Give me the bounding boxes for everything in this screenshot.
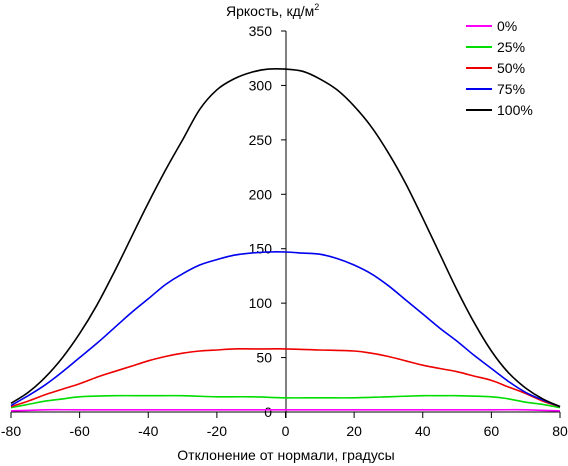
x-tick-label: 60 [484, 423, 500, 439]
legend-label-2: 50% [497, 60, 525, 76]
legend-label-4: 100% [497, 102, 533, 118]
x-tick-label: 20 [346, 423, 362, 439]
legend-label-3: 75% [497, 81, 525, 97]
y-axis-label: Яркость, кд/м2 [226, 2, 319, 19]
y-tick-label: 300 [249, 77, 273, 93]
y-tick-label: 50 [256, 350, 272, 366]
x-tick-label: -60 [70, 423, 90, 439]
legend: 0% 25% 50% 75% 100% [466, 18, 533, 118]
x-tick-label: -20 [207, 423, 227, 439]
series-layer [10, 67, 561, 412]
y-axis-label-superscript: 2 [314, 2, 319, 12]
series-line-4 [10, 67, 561, 408]
x-axis-label: Отклонение от нормали, градусы [177, 447, 394, 463]
legend-label-1: 25% [497, 39, 525, 55]
y-tick-label: 100 [249, 295, 273, 311]
y-tick-label: 350 [249, 23, 273, 39]
y-tick-label: 0 [264, 404, 272, 420]
x-tick-label: 40 [415, 423, 431, 439]
series-line-2 [10, 348, 561, 408]
series-line-0 [10, 408, 561, 412]
y-tick-label: 150 [249, 241, 273, 257]
y-tick-label: 200 [249, 186, 273, 202]
x-tick-label: 80 [552, 423, 568, 439]
x-tick-label: -40 [138, 423, 158, 439]
series-line-1 [10, 394, 561, 409]
y-tick-label: 250 [249, 132, 273, 148]
x-tick-label: -80 [1, 423, 21, 439]
series-line-3 [10, 251, 561, 408]
x-tick-label: 0 [282, 423, 290, 439]
legend-label-0: 0% [497, 18, 517, 34]
axes: -80 -60 -40 -20 0 20 40 60 80 0 50 100 150 200 250 300 3… [1, 23, 568, 439]
